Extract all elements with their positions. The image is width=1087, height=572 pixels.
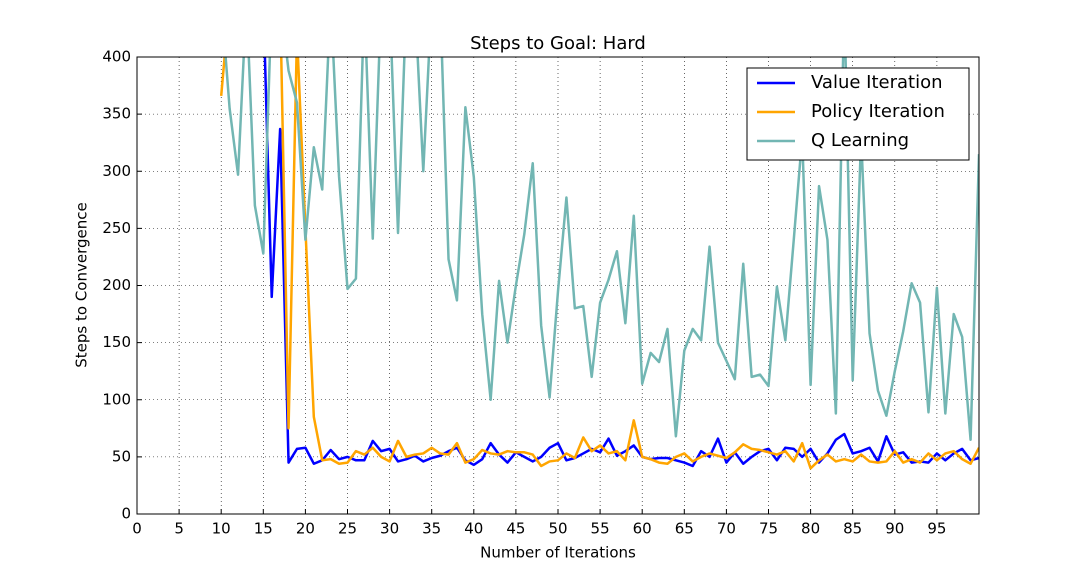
series-line — [219, 57, 979, 470]
x-tick-label: 95 — [927, 520, 946, 538]
x-axis-label: Number of Iterations — [480, 544, 636, 562]
y-tick-label: 400 — [102, 48, 131, 66]
legend: Value Iteration Policy Iteration Q Learnin… — [746, 67, 970, 161]
y-tick-label: 200 — [102, 276, 131, 294]
x-tick-label: 90 — [885, 520, 904, 538]
x-tick-label: 15 — [254, 520, 273, 538]
series-line — [263, 57, 979, 468]
x-tick-label: 45 — [506, 520, 525, 538]
x-tick-label: 55 — [591, 520, 610, 538]
x-tick-label: 25 — [338, 520, 357, 538]
y-axis-label: Steps to Convergence — [73, 202, 91, 367]
plot-frame — [136, 56, 980, 515]
plot-lines — [219, 57, 979, 470]
legend-label: Policy Iteration — [811, 101, 945, 122]
x-tick-label: 70 — [717, 520, 736, 538]
x-tick-label: 30 — [380, 520, 399, 538]
y-tick-label: 350 — [102, 105, 131, 123]
x-tick-label: 5 — [174, 520, 184, 538]
chart-title: Steps to Goal: Hard — [470, 33, 646, 54]
x-tick-label: 65 — [675, 520, 694, 538]
y-tick-label: 100 — [102, 390, 131, 408]
x-tick-label: 60 — [633, 520, 652, 538]
x-tick-label: 10 — [212, 520, 231, 538]
x-tick-label: 40 — [464, 520, 483, 538]
legend-label: Q Learning — [811, 130, 909, 151]
x-tick-label: 80 — [801, 520, 820, 538]
y-tick-label: 250 — [102, 219, 131, 237]
x-tick-label: 75 — [759, 520, 778, 538]
x-tick-label: 0 — [132, 520, 142, 538]
y-tick-label: 300 — [102, 162, 131, 180]
x-tick-label: 20 — [296, 520, 315, 538]
series-line — [224, 57, 979, 441]
y-tick-label: 0 — [121, 505, 131, 523]
x-tick-label: 85 — [843, 520, 862, 538]
x-tick-label: 50 — [548, 520, 567, 538]
y-tick-label: 50 — [112, 447, 131, 465]
y-tick-label: 150 — [102, 333, 131, 351]
legend-label: Value Iteration — [811, 72, 943, 93]
x-tick-label: 35 — [422, 520, 441, 538]
